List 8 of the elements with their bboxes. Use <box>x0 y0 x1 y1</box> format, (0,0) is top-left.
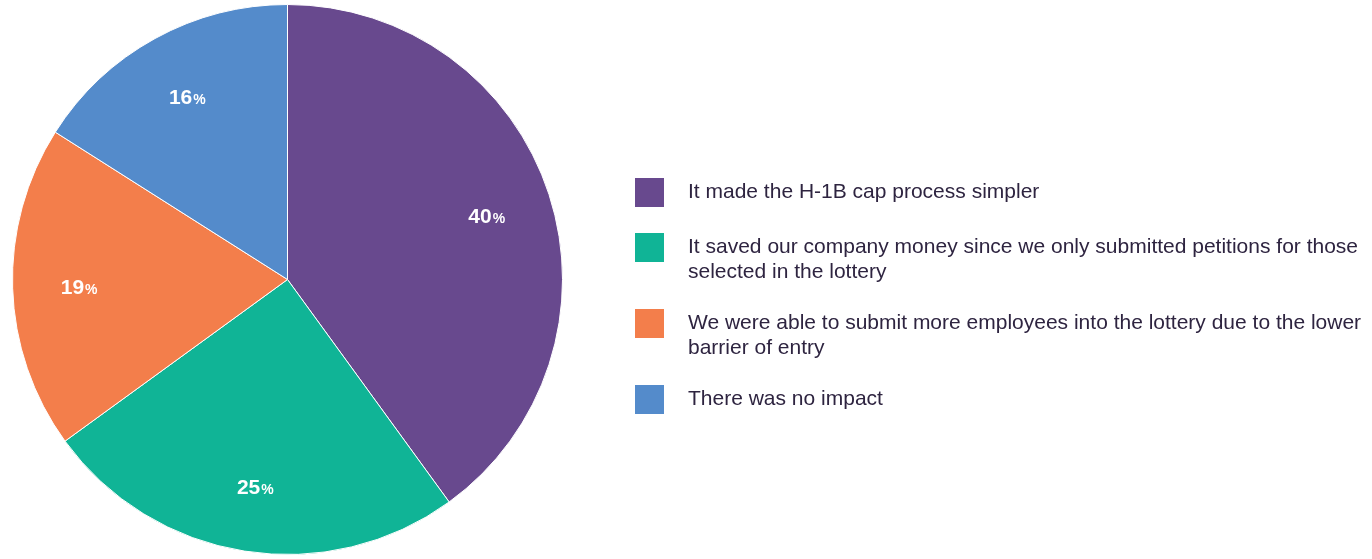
data-label: 16% <box>168 85 207 109</box>
data-label: 19% <box>60 275 99 299</box>
data-label: 25% <box>236 474 275 498</box>
legend-label: We were able to submit more employees into the lottery due to the lower barrier of entry <box>688 309 1363 359</box>
legend-label: It saved our company money since we only submitted petitions for those selected in the lottery <box>688 233 1359 283</box>
data-label: 40% <box>468 203 506 227</box>
legend-label: It made the H-1B cap process simpler <box>688 178 1040 203</box>
legend-label: There was no impact <box>688 385 883 410</box>
